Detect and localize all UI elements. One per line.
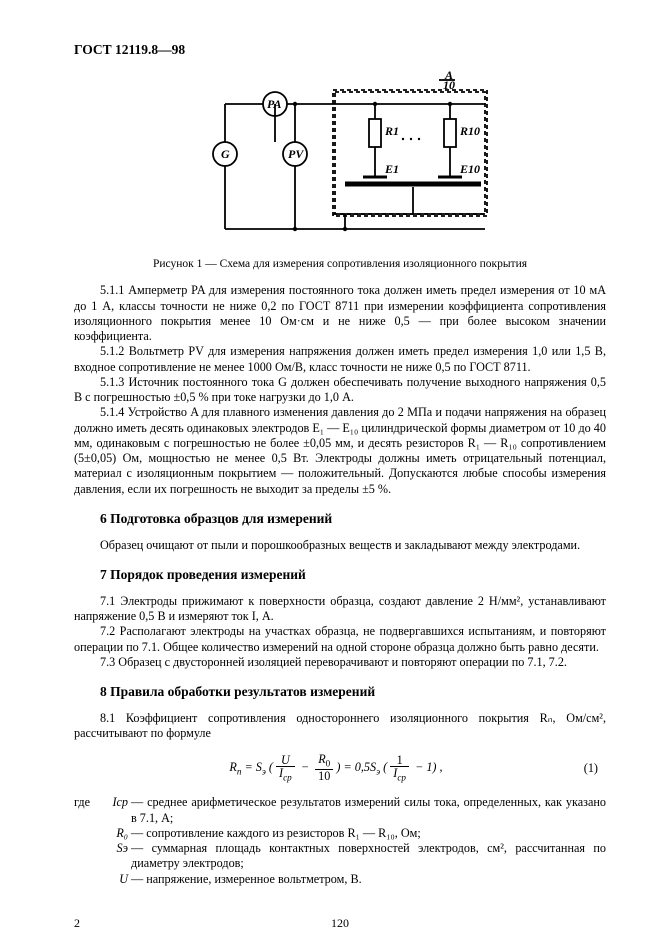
- para-7-1: 7.1 Электроды прижимают к поверхности об…: [74, 594, 606, 625]
- label-R1: R1: [384, 124, 399, 138]
- formula-number: (1): [443, 761, 606, 776]
- para-8-1: 8.1 Коэффициент сопротивления односторон…: [74, 711, 606, 742]
- label-E10: E10: [459, 162, 480, 176]
- section-8-title: 8 Правила обработки результатов измерени…: [74, 684, 606, 701]
- footer-page-left: 2: [74, 916, 80, 931]
- footer-page-center: 120: [331, 916, 349, 931]
- section-6-title: 6 Подготовка образцов для измерений: [74, 511, 606, 528]
- label-G: G: [221, 147, 230, 161]
- where-R0: R₀ — сопротивление каждого из резисторов…: [74, 826, 606, 841]
- doc-header: ГОСТ 12119.8—98: [74, 42, 606, 59]
- para-7-3: 7.3 Образец с двусторонней изоляцией пер…: [74, 655, 606, 670]
- label-PV: PV: [288, 147, 304, 161]
- para-7-2: 7.2 Располагают электроды на участках об…: [74, 624, 606, 655]
- para-5-1-2: 5.1.2 Вольтметр PV для измерения напряже…: [74, 344, 606, 375]
- figure-schematic: A 10 PA G: [74, 69, 606, 249]
- label-A-count: 10: [443, 78, 455, 92]
- formula-1: Rп = Sэ ( UIср − R010 ) = 0,5Sэ ( 1Iср −…: [74, 753, 606, 783]
- where-S: Sэ — суммарная площадь контактных поверх…: [74, 841, 606, 872]
- para-5-1-1: 5.1.1 Амперметр PA для измерения постоян…: [74, 283, 606, 344]
- para-5-1-4: 5.1.4 Устройство A для плавного изменени…: [74, 405, 606, 497]
- where-U: U — напряжение, измеренное вольтметром, …: [74, 872, 606, 887]
- where-Icp: где Iср — среднее арифметическое результ…: [74, 795, 606, 826]
- para-5-1-3: 5.1.3 Источник постоянного тока G должен…: [74, 375, 606, 406]
- label-R10: R10: [459, 124, 480, 138]
- section-7-title: 7 Порядок проведения измерений: [74, 567, 606, 584]
- figure-caption: Рисунок 1 — Схема для измерения сопротив…: [74, 257, 606, 271]
- schematic-svg: A 10 PA G: [185, 69, 495, 249]
- section-6-body: Образец очищают от пыли и порошкообразны…: [74, 538, 606, 553]
- label-E1: E1: [384, 162, 399, 176]
